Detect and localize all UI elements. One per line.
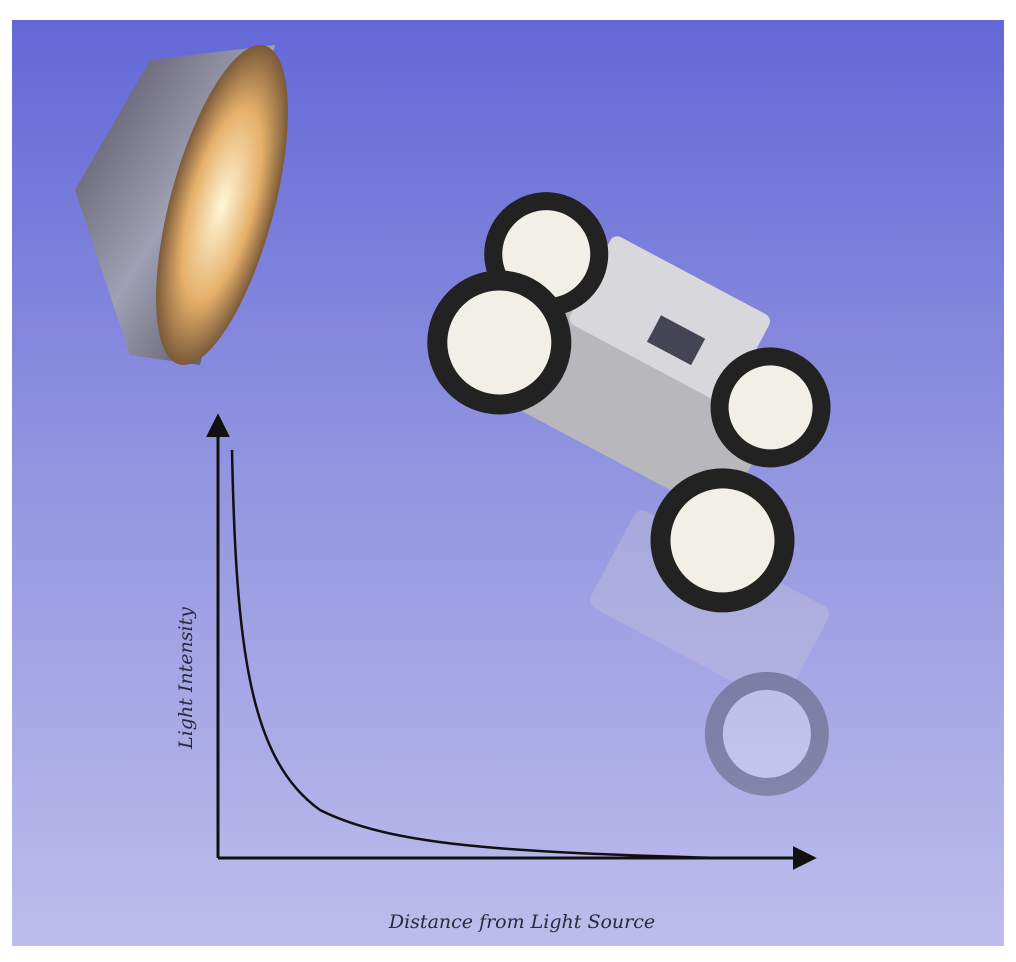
y-axis-label: Light Intensity [175,607,197,750]
illustration: Light Intensity Distance from Light Sour… [0,0,1016,962]
x-axis-label: Distance from Light Source [388,911,655,933]
